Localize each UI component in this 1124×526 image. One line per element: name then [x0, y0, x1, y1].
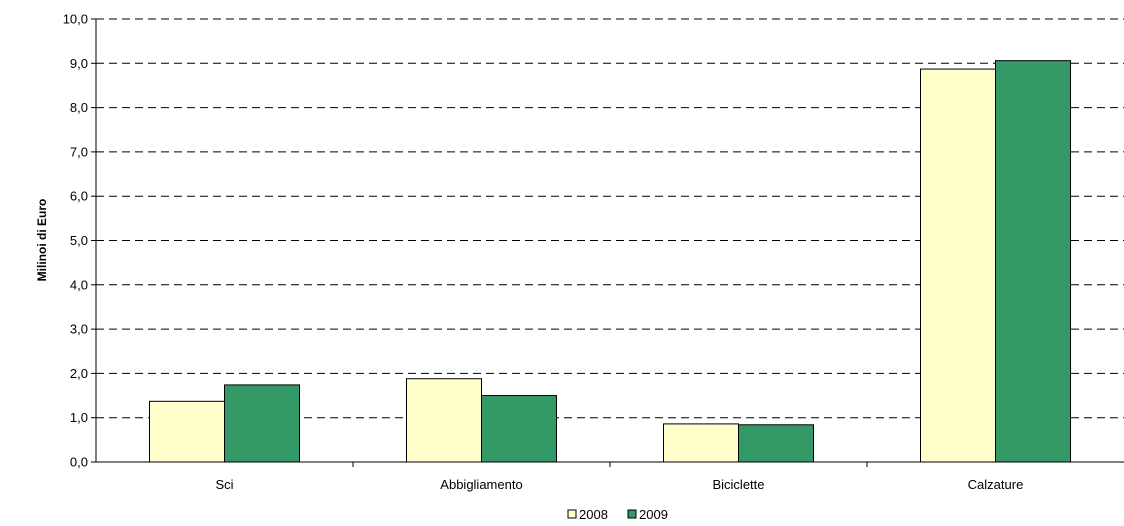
- bar-2008-sci: [149, 400, 225, 463]
- bar-2009-abbigliamento: [481, 395, 557, 463]
- gridlines: [96, 18, 1124, 419]
- bar-2009-biciclette: [738, 424, 814, 463]
- y-tick-label: 0,0: [70, 455, 88, 470]
- x-category-labels: Sci Abbigliamento Biciclette Calzature: [215, 477, 1023, 492]
- legend-label-2009: 2009: [639, 507, 668, 522]
- bar-2009-sci: [224, 384, 300, 463]
- y-tick-label: 4,0: [70, 277, 88, 292]
- bars: [149, 60, 1071, 463]
- y-tick-label: 1,0: [70, 410, 88, 425]
- bar-2008-calzature: [920, 68, 996, 463]
- bar-2008-biciclette: [663, 423, 739, 463]
- y-tick-labels: 0,0 1,0 2,0 3,0 4,0 5,0 6,0 7,0 8,0 9,0 10,0: [63, 12, 88, 470]
- y-tick-label: 6,0: [70, 189, 88, 204]
- y-tick-label: 3,0: [70, 322, 88, 337]
- x-category-label: Abbigliamento: [440, 477, 522, 492]
- y-tick-label: 8,0: [70, 100, 88, 115]
- y-tick-label: 9,0: [70, 56, 88, 71]
- legend-swatch-2009: [627, 509, 637, 519]
- y-tick-label: 7,0: [70, 144, 88, 159]
- x-category-label: Calzature: [968, 477, 1024, 492]
- axes: [91, 18, 1124, 467]
- bar-2008-abbigliamento: [406, 378, 482, 463]
- y-tick-label: 5,0: [70, 233, 88, 248]
- x-category-label: Biciclette: [712, 477, 764, 492]
- x-category-label: Sci: [215, 477, 233, 492]
- y-tick-label: 2,0: [70, 366, 88, 381]
- legend-label-2008: 2008: [579, 507, 608, 522]
- bar-2009-calzature: [995, 60, 1071, 463]
- legend: 2008 2009: [567, 507, 668, 522]
- y-tick-label: 10,0: [63, 12, 88, 27]
- y-axis-title: Milinoi di Euro: [35, 199, 49, 282]
- legend-swatch-2008: [567, 509, 577, 519]
